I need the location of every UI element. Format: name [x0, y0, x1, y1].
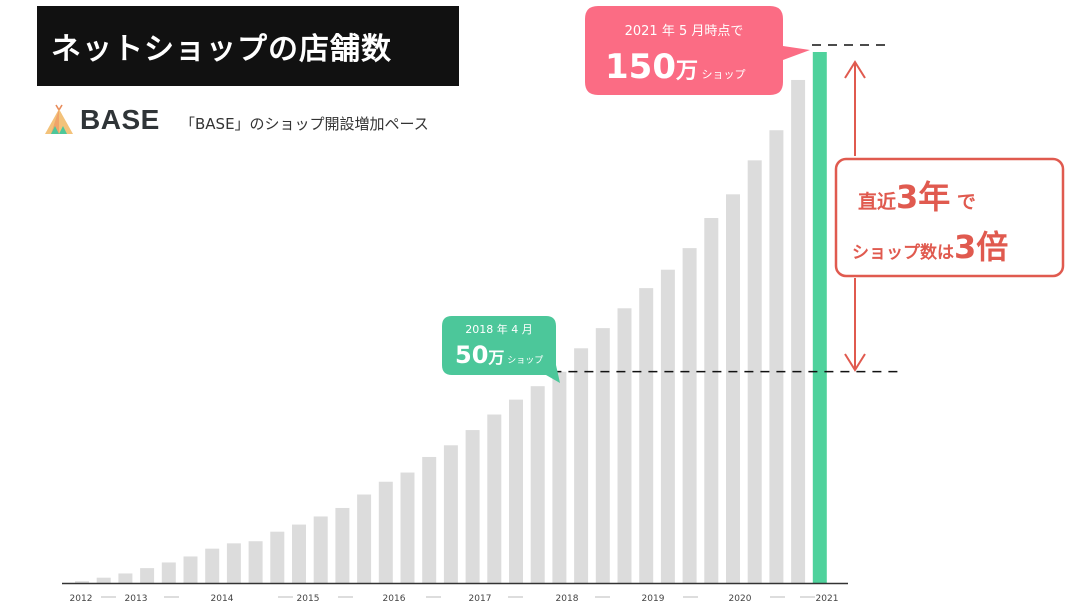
x-tick-label: 2019 [642, 594, 665, 604]
bar [595, 328, 610, 583]
callout-2018-date: 2018 年 4 月 [465, 322, 532, 336]
bar [791, 79, 806, 583]
bar [335, 507, 350, 583]
x-tick-label: 2013 [125, 594, 148, 604]
growth-line-1: 直近3年 で [858, 178, 976, 216]
bar [682, 248, 697, 583]
callout-2018-bubble [442, 316, 560, 383]
bar [443, 445, 458, 583]
bar [704, 218, 719, 583]
bar [140, 568, 155, 583]
bar [487, 414, 502, 583]
arrow-down-icon [844, 353, 866, 372]
base-logo: BASE [44, 104, 160, 136]
bar [530, 386, 545, 583]
callout-2021-date: 2021 年 5 月時点で [625, 24, 744, 39]
bar [226, 543, 241, 583]
x-tick-label: 2014 [211, 594, 234, 604]
logo-text: BASE [80, 104, 160, 135]
bar [357, 494, 372, 583]
bar [96, 577, 111, 583]
x-tick-label: 2017 [469, 594, 492, 604]
bar [422, 456, 437, 583]
bar [248, 541, 263, 583]
growth-line-2: ショップ数は3倍 [852, 228, 1008, 266]
bar [270, 531, 285, 583]
x-tick-label: 2016 [383, 594, 406, 604]
bar [574, 348, 589, 583]
growth-box [834, 157, 1065, 278]
callout-2021-bubble [585, 6, 810, 95]
tent-logo-icon [45, 104, 73, 134]
bar [313, 516, 328, 583]
bar [660, 269, 675, 583]
bar [400, 472, 415, 583]
callout-2021-value: 150万 ショップ [605, 47, 746, 87]
bar [161, 562, 176, 583]
bar [118, 573, 133, 583]
bar [617, 308, 632, 583]
bar [509, 399, 523, 583]
page-title: ネットショップの店舗数 [37, 6, 459, 86]
x-tick-label: 2018 [556, 594, 579, 604]
x-tick-label: 2020 [729, 594, 752, 604]
bar [465, 430, 480, 583]
bar [747, 160, 762, 583]
bar [639, 288, 654, 583]
x-tick-label: 2021 [816, 594, 839, 604]
x-tick-label: 2012 [70, 594, 93, 604]
bar [378, 481, 393, 583]
bar [183, 556, 198, 583]
arrow-up-icon [844, 60, 866, 79]
bar [726, 194, 740, 584]
bar [205, 548, 220, 583]
callout-2018-value: 50万 ショップ [455, 341, 543, 369]
bar [552, 371, 567, 583]
bar [75, 581, 89, 583]
bar [769, 130, 784, 583]
bar [292, 524, 306, 583]
highlight-bar [812, 52, 827, 583]
chart-subtitle: 「BASE」のショップ開設増加ペース [180, 115, 429, 133]
x-tick-label: 2015 [297, 594, 320, 604]
